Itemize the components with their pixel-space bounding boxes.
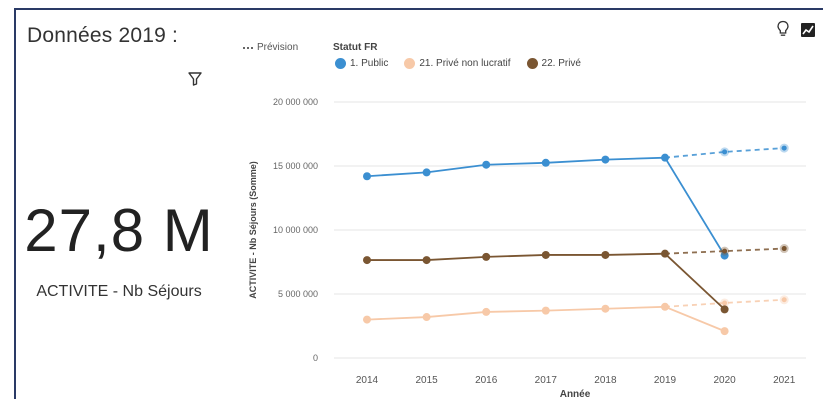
- legend-forecast: Prévision: [243, 42, 298, 53]
- x-tick-label: 2015: [415, 375, 438, 386]
- data-point-public[interactable]: [601, 155, 610, 164]
- data-point-public[interactable]: [363, 172, 371, 181]
- data-point-public[interactable]: [661, 153, 669, 162]
- forecast-line-prive: [664, 247, 785, 255]
- data-point-prive-non-lucratif[interactable]: [422, 313, 431, 322]
- legend-item-prive-non-lucratif[interactable]: 21. Privé non lucratif: [404, 58, 511, 69]
- forecast-point-prive-non-lucratif[interactable]: [781, 297, 787, 303]
- legend-title: Statut FR: [333, 42, 378, 53]
- kpi-value: 27,8 M: [24, 197, 214, 264]
- legend-swatch-public: [335, 58, 346, 69]
- forecast-point-prive[interactable]: [781, 246, 787, 252]
- forecast-point-prive[interactable]: [722, 248, 728, 254]
- panel-title: Données 2019 :: [27, 24, 179, 47]
- legend-forecast-label: Prévision: [257, 42, 299, 53]
- legend-label-prive-non-lucratif: 21. Privé non lucratif: [419, 58, 511, 69]
- panel-border-left: [14, 8, 16, 399]
- x-tick-label: 2018: [594, 375, 617, 386]
- y-tick-label: 5 000 000: [278, 289, 318, 299]
- data-point-prive-non-lucratif[interactable]: [482, 307, 491, 316]
- data-point-prive[interactable]: [482, 252, 491, 261]
- x-tick-label: 2016: [475, 375, 498, 386]
- y-axis-label: ACTIVITE - Nb Séjours (Somme): [248, 161, 258, 299]
- data-point-public[interactable]: [720, 251, 729, 260]
- y-tick-label: 10 000 000: [273, 225, 318, 235]
- legend-label-public: 1. Public: [350, 58, 389, 69]
- data-point-prive-non-lucratif[interactable]: [720, 327, 729, 336]
- forecast-dash-swatch: [243, 46, 253, 49]
- forecast-point-prive-non-lucratif[interactable]: [722, 300, 728, 306]
- data-point-public[interactable]: [482, 160, 491, 169]
- data-point-prive[interactable]: [720, 305, 729, 314]
- kpi-label: ACTIVITE - Nb Séjours: [36, 283, 202, 300]
- y-tick-label: 0: [313, 353, 318, 363]
- x-axis-label: Année: [560, 389, 591, 399]
- forecast-point-public[interactable]: [722, 149, 728, 155]
- data-point-public[interactable]: [422, 168, 431, 177]
- legend-swatch-prive: [526, 58, 538, 69]
- lightbulb-icon[interactable]: [776, 20, 790, 38]
- data-point-prive[interactable]: [601, 250, 610, 259]
- y-tick-label: 20 000 000: [273, 97, 318, 107]
- data-point-prive[interactable]: [541, 250, 550, 259]
- forecast-line-public: [664, 147, 785, 159]
- data-point-public[interactable]: [541, 158, 550, 167]
- x-tick-label: 2017: [535, 375, 558, 386]
- forecast-line-prive-non-lucratif: [664, 298, 785, 308]
- data-point-prive[interactable]: [422, 256, 431, 265]
- x-tick-label: 2021: [773, 375, 796, 386]
- filter-icon[interactable]: [188, 72, 202, 86]
- forecast-point-public[interactable]: [781, 145, 787, 151]
- legend-item-prive[interactable]: 22. Privé: [526, 58, 581, 69]
- legend-label-prive: 22. Privé: [541, 58, 581, 69]
- line-chart-icon[interactable]: [800, 22, 816, 38]
- data-point-prive-non-lucratif[interactable]: [363, 315, 371, 324]
- legend-swatch-prive-non-lucratif: [404, 58, 416, 69]
- series-line-prive: [367, 252, 726, 311]
- data-point-prive[interactable]: [661, 249, 669, 258]
- data-point-prive-non-lucratif[interactable]: [541, 306, 550, 315]
- data-point-prive[interactable]: [363, 256, 371, 265]
- panel-border-top: [14, 8, 823, 10]
- x-tick-label: 2014: [356, 375, 379, 386]
- series-line-public: [366, 156, 726, 257]
- data-point-prive-non-lucratif[interactable]: [661, 302, 669, 311]
- legend: 1. Public 21. Privé non lucratif 22. Pri…: [335, 58, 581, 69]
- y-tick-label: 15 000 000: [273, 161, 318, 171]
- x-tick-label: 2020: [713, 375, 736, 386]
- data-point-prive-non-lucratif[interactable]: [601, 304, 610, 313]
- legend-item-public[interactable]: 1. Public: [335, 58, 388, 69]
- x-tick-label: 2019: [654, 375, 677, 386]
